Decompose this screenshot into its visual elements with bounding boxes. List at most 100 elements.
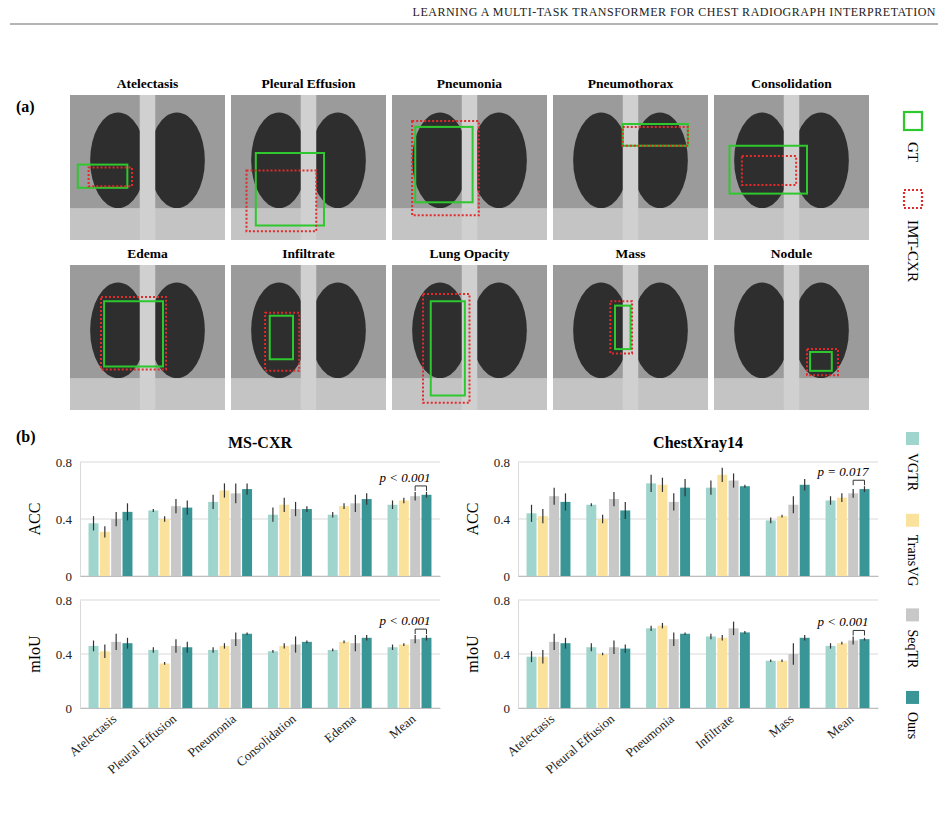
- legend-swatch: [906, 514, 919, 527]
- legend-swatch: [906, 691, 919, 704]
- y-axis-title: ACC: [26, 503, 43, 536]
- error-bar: [804, 635, 805, 640]
- bar: [837, 643, 847, 708]
- bar: [231, 639, 241, 708]
- y-tick-label: 0.8: [56, 455, 72, 470]
- bar: [860, 639, 870, 708]
- image-title: Consolidation: [751, 76, 832, 91]
- error-bar: [565, 493, 566, 510]
- bar: [328, 650, 338, 708]
- mediastinum: [462, 95, 478, 240]
- y-tick: 0: [66, 701, 81, 716]
- bar: [549, 496, 559, 576]
- error-bar: [175, 639, 176, 653]
- bar: [279, 646, 289, 708]
- y-tick: 0: [504, 569, 519, 584]
- bar: [171, 506, 181, 576]
- radiograph: [231, 95, 386, 240]
- error-bar: [392, 645, 393, 650]
- error-bar: [104, 645, 105, 659]
- ground-truth-box: [431, 301, 465, 395]
- lung: [90, 112, 146, 208]
- bar: [549, 642, 559, 708]
- error-bar: [651, 626, 652, 631]
- error-bar: [213, 647, 214, 652]
- bar: [527, 657, 537, 708]
- grid-line: [80, 654, 440, 655]
- grid-line: [80, 519, 440, 520]
- x-axis-line: [519, 708, 879, 709]
- y-tick-label: 0.8: [494, 455, 510, 470]
- y-tick-label: 0.4: [494, 647, 511, 662]
- bar: [609, 647, 619, 708]
- bar: [860, 489, 870, 576]
- error-bar: [355, 495, 356, 512]
- ground-truth-box: [270, 316, 293, 360]
- x-axis: [81, 576, 441, 578]
- bar: [279, 505, 289, 576]
- y-tick: 0: [504, 701, 519, 716]
- error-bar: [853, 489, 854, 498]
- bars: [89, 483, 432, 576]
- bar: [422, 495, 432, 576]
- grid-line: [80, 600, 440, 601]
- lung: [573, 112, 629, 208]
- y-tick-label: 0.8: [494, 593, 510, 608]
- y-tick: 0.4: [56, 647, 80, 662]
- bar: [148, 650, 158, 708]
- lung: [310, 282, 366, 378]
- significance-bracket: [853, 480, 864, 485]
- x-axis-line: [81, 708, 441, 709]
- bar: [706, 636, 716, 708]
- error-bar: [662, 623, 663, 628]
- bar: [740, 486, 750, 576]
- bar: [422, 638, 432, 708]
- radiograph-background: [70, 95, 225, 240]
- bar: [410, 639, 420, 708]
- bar: [171, 646, 181, 708]
- bar: [291, 645, 301, 708]
- y-axis: 0 0.4 0.8: [494, 593, 519, 716]
- x-tick-label: Pneumonia: [184, 711, 239, 760]
- bar: [706, 488, 716, 576]
- bar: [848, 493, 858, 576]
- x-axis: AtelectasisPleural EffusionPneumoniaCons…: [66, 708, 441, 777]
- bar: [242, 489, 252, 576]
- prediction-box: [623, 127, 688, 146]
- bar: [160, 519, 170, 576]
- error-bar: [625, 502, 626, 519]
- y-tick-label: 0.4: [56, 512, 73, 527]
- lung: [573, 282, 629, 378]
- y-tick: 0: [66, 569, 81, 584]
- error-bar: [554, 634, 555, 650]
- bar: [242, 634, 252, 708]
- prediction-box: [265, 313, 299, 371]
- bar: [208, 650, 218, 708]
- significance-label: p < 0.001: [378, 470, 430, 485]
- x-tick: Mean: [386, 708, 419, 742]
- bar: [100, 532, 110, 576]
- ground-truth-box: [256, 153, 324, 226]
- error-bar: [830, 496, 831, 505]
- error-bar: [235, 632, 236, 646]
- bar: [339, 506, 349, 576]
- y-axis: 0 0.4 0.8: [56, 455, 81, 584]
- bar: [302, 509, 312, 576]
- ground-truth-box: [730, 146, 808, 194]
- bar: [646, 483, 656, 576]
- error-bar: [565, 638, 566, 649]
- radiograph: [553, 265, 708, 410]
- running-header: LEARNING A MULTI-TASK TRANSFORMER FOR CH…: [413, 5, 936, 19]
- panel-label: (b): [16, 428, 36, 446]
- grid-line: [80, 708, 440, 709]
- error-bar: [426, 635, 427, 640]
- image-title: Pneumothorax: [588, 76, 674, 91]
- error-bar: [295, 636, 296, 652]
- header-rule: [10, 24, 938, 25]
- error-bar: [306, 641, 307, 644]
- bar: [388, 505, 398, 576]
- ground-truth-box: [810, 352, 832, 371]
- error-bar: [684, 632, 685, 635]
- error-bar: [355, 635, 356, 651]
- bar: [111, 519, 121, 576]
